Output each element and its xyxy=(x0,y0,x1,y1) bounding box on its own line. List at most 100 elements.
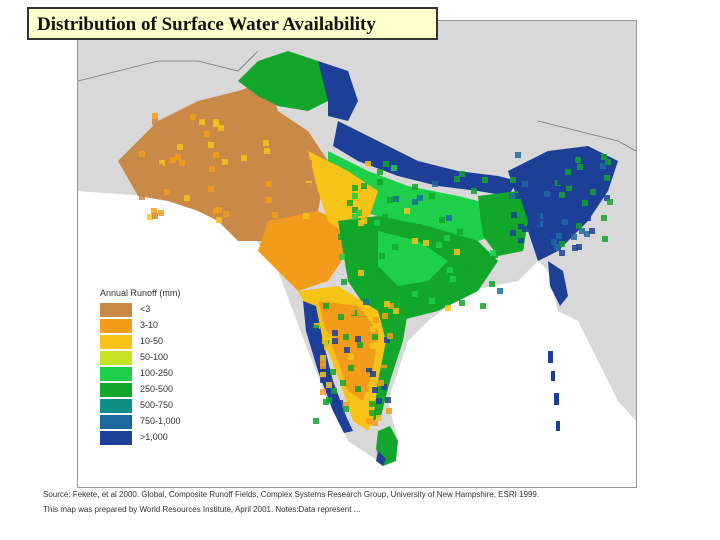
andaman-island-1 xyxy=(548,351,553,363)
region-rajasthan-orange xyxy=(258,211,348,291)
runoff-cell xyxy=(373,317,379,323)
border-line-2 xyxy=(537,120,636,152)
runoff-cell xyxy=(531,176,537,182)
runoff-cell xyxy=(605,159,611,165)
runoff-cell xyxy=(352,207,358,213)
runoff-cell xyxy=(343,402,349,408)
runoff-cell xyxy=(454,249,460,255)
runoff-cell xyxy=(379,253,385,259)
legend-swatch xyxy=(100,383,132,397)
runoff-cell xyxy=(556,233,562,239)
andaman-island-3 xyxy=(554,393,559,405)
runoff-cell xyxy=(179,160,185,166)
runoff-cell xyxy=(326,309,332,315)
runoff-cell xyxy=(412,184,418,190)
region-north-blue xyxy=(318,61,358,121)
runoff-cell xyxy=(139,194,145,200)
runoff-cell xyxy=(385,397,391,403)
runoff-cell xyxy=(349,309,355,315)
runoff-cell xyxy=(301,168,307,174)
runoff-cell xyxy=(142,147,148,153)
runoff-cell xyxy=(509,193,515,199)
runoff-cell xyxy=(250,207,256,213)
runoff-cell xyxy=(290,140,296,146)
runoff-cell xyxy=(300,147,306,153)
runoff-cell xyxy=(562,219,568,225)
runoff-cell xyxy=(351,377,357,383)
legend-item: 500-750 xyxy=(100,398,225,414)
runoff-cell xyxy=(596,194,602,200)
runoff-noise-cells xyxy=(139,113,613,426)
runoff-cell xyxy=(572,245,578,251)
runoff-cell xyxy=(184,195,190,201)
runoff-cell xyxy=(218,125,224,131)
runoff-cell xyxy=(381,368,387,374)
runoff-cell xyxy=(324,344,330,350)
runoff-cell xyxy=(459,171,465,177)
runoff-cell xyxy=(357,342,363,348)
legend-label: 100-250 xyxy=(140,368,174,378)
runoff-cell xyxy=(570,176,576,182)
legend-label: 3-10 xyxy=(140,320,159,330)
runoff-cell xyxy=(604,175,610,181)
runoff-cell xyxy=(447,267,453,273)
runoff-cell xyxy=(518,238,524,244)
runoff-cell xyxy=(543,203,549,209)
legend-swatch xyxy=(100,319,132,333)
runoff-cell xyxy=(386,408,392,414)
runoff-cell xyxy=(177,144,183,150)
runoff-cell xyxy=(554,244,560,250)
runoff-cell xyxy=(497,288,503,294)
runoff-cell xyxy=(457,229,463,235)
runoff-cell xyxy=(366,418,372,424)
runoff-cell xyxy=(326,382,332,388)
runoff-cell xyxy=(233,165,239,171)
runoff-cell xyxy=(384,337,390,343)
legend-swatch xyxy=(100,415,132,429)
runoff-cell xyxy=(565,169,571,175)
runoff-cell xyxy=(605,169,611,175)
runoff-cell xyxy=(370,326,376,332)
runoff-map xyxy=(78,21,636,487)
ocean-area xyxy=(78,191,636,487)
runoff-cell xyxy=(323,303,329,309)
runoff-cell xyxy=(361,218,367,224)
runoff-cell xyxy=(279,130,285,136)
legend-item: 250-500 xyxy=(100,382,225,398)
runoff-cell xyxy=(525,200,531,206)
runoff-cell xyxy=(216,217,222,223)
runoff-cell xyxy=(518,229,524,235)
runoff-cell xyxy=(178,185,184,191)
legend-item: <3 xyxy=(100,302,225,318)
runoff-cell xyxy=(566,215,572,221)
runoff-cell xyxy=(589,228,595,234)
runoff-cell xyxy=(387,333,393,339)
runoff-cell xyxy=(388,253,394,259)
runoff-cell xyxy=(151,208,157,214)
legend-swatch xyxy=(100,431,132,445)
runoff-cell xyxy=(384,301,390,307)
runoff-cell xyxy=(436,242,442,248)
legend-swatch xyxy=(100,399,132,413)
runoff-cell xyxy=(604,195,610,201)
region-myanmar-coast xyxy=(548,261,568,306)
runoff-cell xyxy=(450,276,456,282)
runoff-cell xyxy=(355,386,361,392)
runoff-cell xyxy=(364,372,370,378)
runoff-cell xyxy=(412,238,418,244)
runoff-cell xyxy=(263,140,269,146)
runoff-cell xyxy=(554,174,560,180)
runoff-cell xyxy=(454,176,460,182)
runoff-cell xyxy=(338,314,344,320)
runoff-cell xyxy=(213,119,219,125)
runoff-cell xyxy=(370,343,376,349)
legend-label: 500-750 xyxy=(140,400,174,410)
runoff-cell xyxy=(352,185,358,191)
runoff-cell xyxy=(559,250,565,256)
runoff-cell xyxy=(158,210,164,216)
runoff-cell xyxy=(387,197,393,203)
runoff-cell xyxy=(457,240,463,246)
runoff-cell xyxy=(490,250,496,256)
runoff-cell xyxy=(361,183,367,189)
runoff-cell xyxy=(518,243,524,249)
